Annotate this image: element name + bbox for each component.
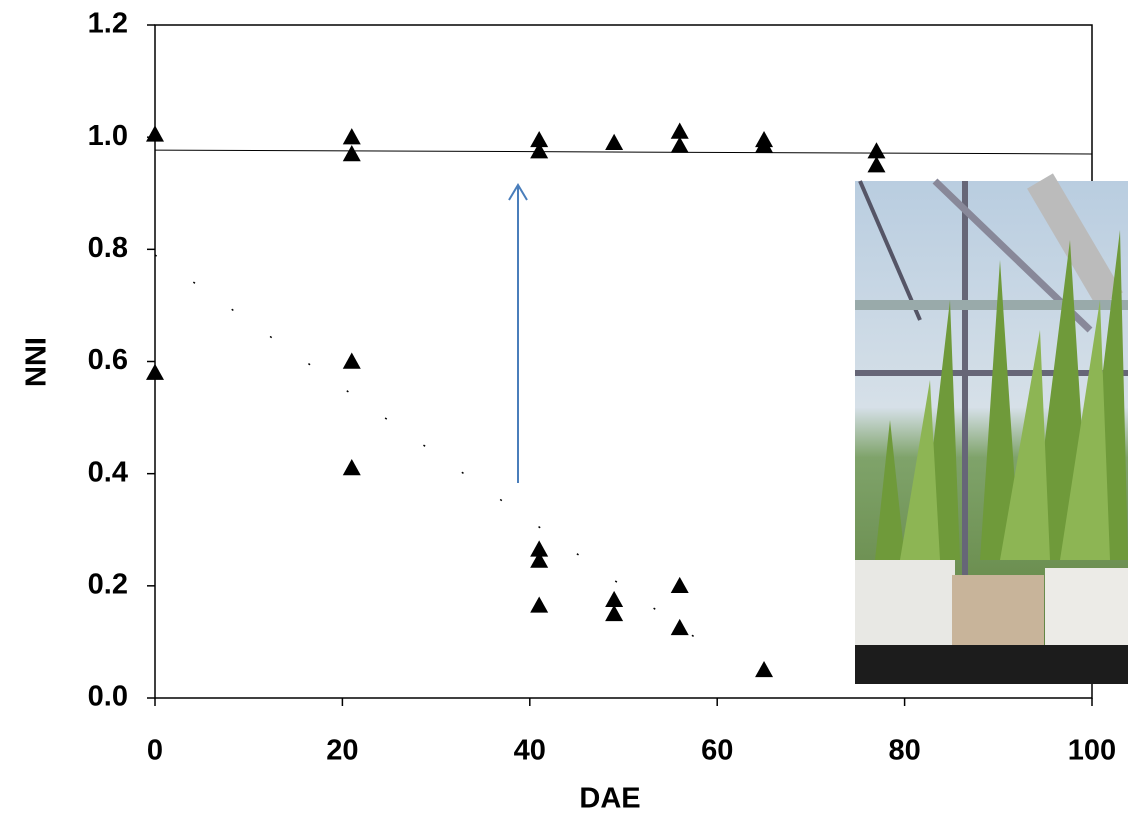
point [670, 618, 689, 636]
y-tick-label: 0.2 [88, 568, 128, 600]
point [670, 122, 689, 139]
point [146, 363, 164, 380]
point [342, 144, 361, 162]
point [530, 130, 549, 148]
point [530, 540, 549, 557]
y-tick-label: 0.0 [88, 681, 128, 713]
y-tick-label: 1.0 [88, 120, 128, 152]
point [530, 142, 549, 159]
x-tick-label: 0 [147, 735, 163, 767]
trend-line [154, 149, 1093, 155]
point [146, 125, 164, 142]
point [530, 551, 549, 568]
point [755, 660, 774, 678]
axes: 0.0 0.2 0.4 0.6 0.8 1.0 1.2 0 20 40 60 80 100 [88, 8, 1117, 767]
x-tick-label: 60 [701, 735, 733, 767]
x-tick-label: 80 [888, 735, 920, 767]
point [605, 590, 624, 608]
y-tick-label: 1.2 [88, 8, 128, 40]
point [605, 604, 624, 622]
point [342, 459, 361, 476]
point [755, 136, 774, 153]
point [605, 133, 624, 150]
point [867, 156, 886, 173]
y-axis-title: NNI [21, 337, 53, 387]
point [342, 128, 361, 145]
point [342, 352, 361, 369]
point [867, 142, 886, 159]
x-tick-label: 40 [514, 735, 546, 767]
point [670, 136, 689, 153]
annotation-arrow [508, 183, 528, 483]
y-tick-label: 0.4 [88, 456, 128, 488]
y-tick-label: 0.6 [88, 344, 128, 376]
x-axis-title: DAE [579, 783, 640, 815]
trend-line-dashed [154, 254, 718, 654]
x-tick-label: 100 [1068, 735, 1116, 767]
point [530, 596, 549, 613]
photo-inset [855, 173, 1128, 684]
x-tick-label: 20 [326, 735, 358, 767]
point [670, 576, 689, 594]
y-tick-label: 0.8 [88, 232, 128, 264]
